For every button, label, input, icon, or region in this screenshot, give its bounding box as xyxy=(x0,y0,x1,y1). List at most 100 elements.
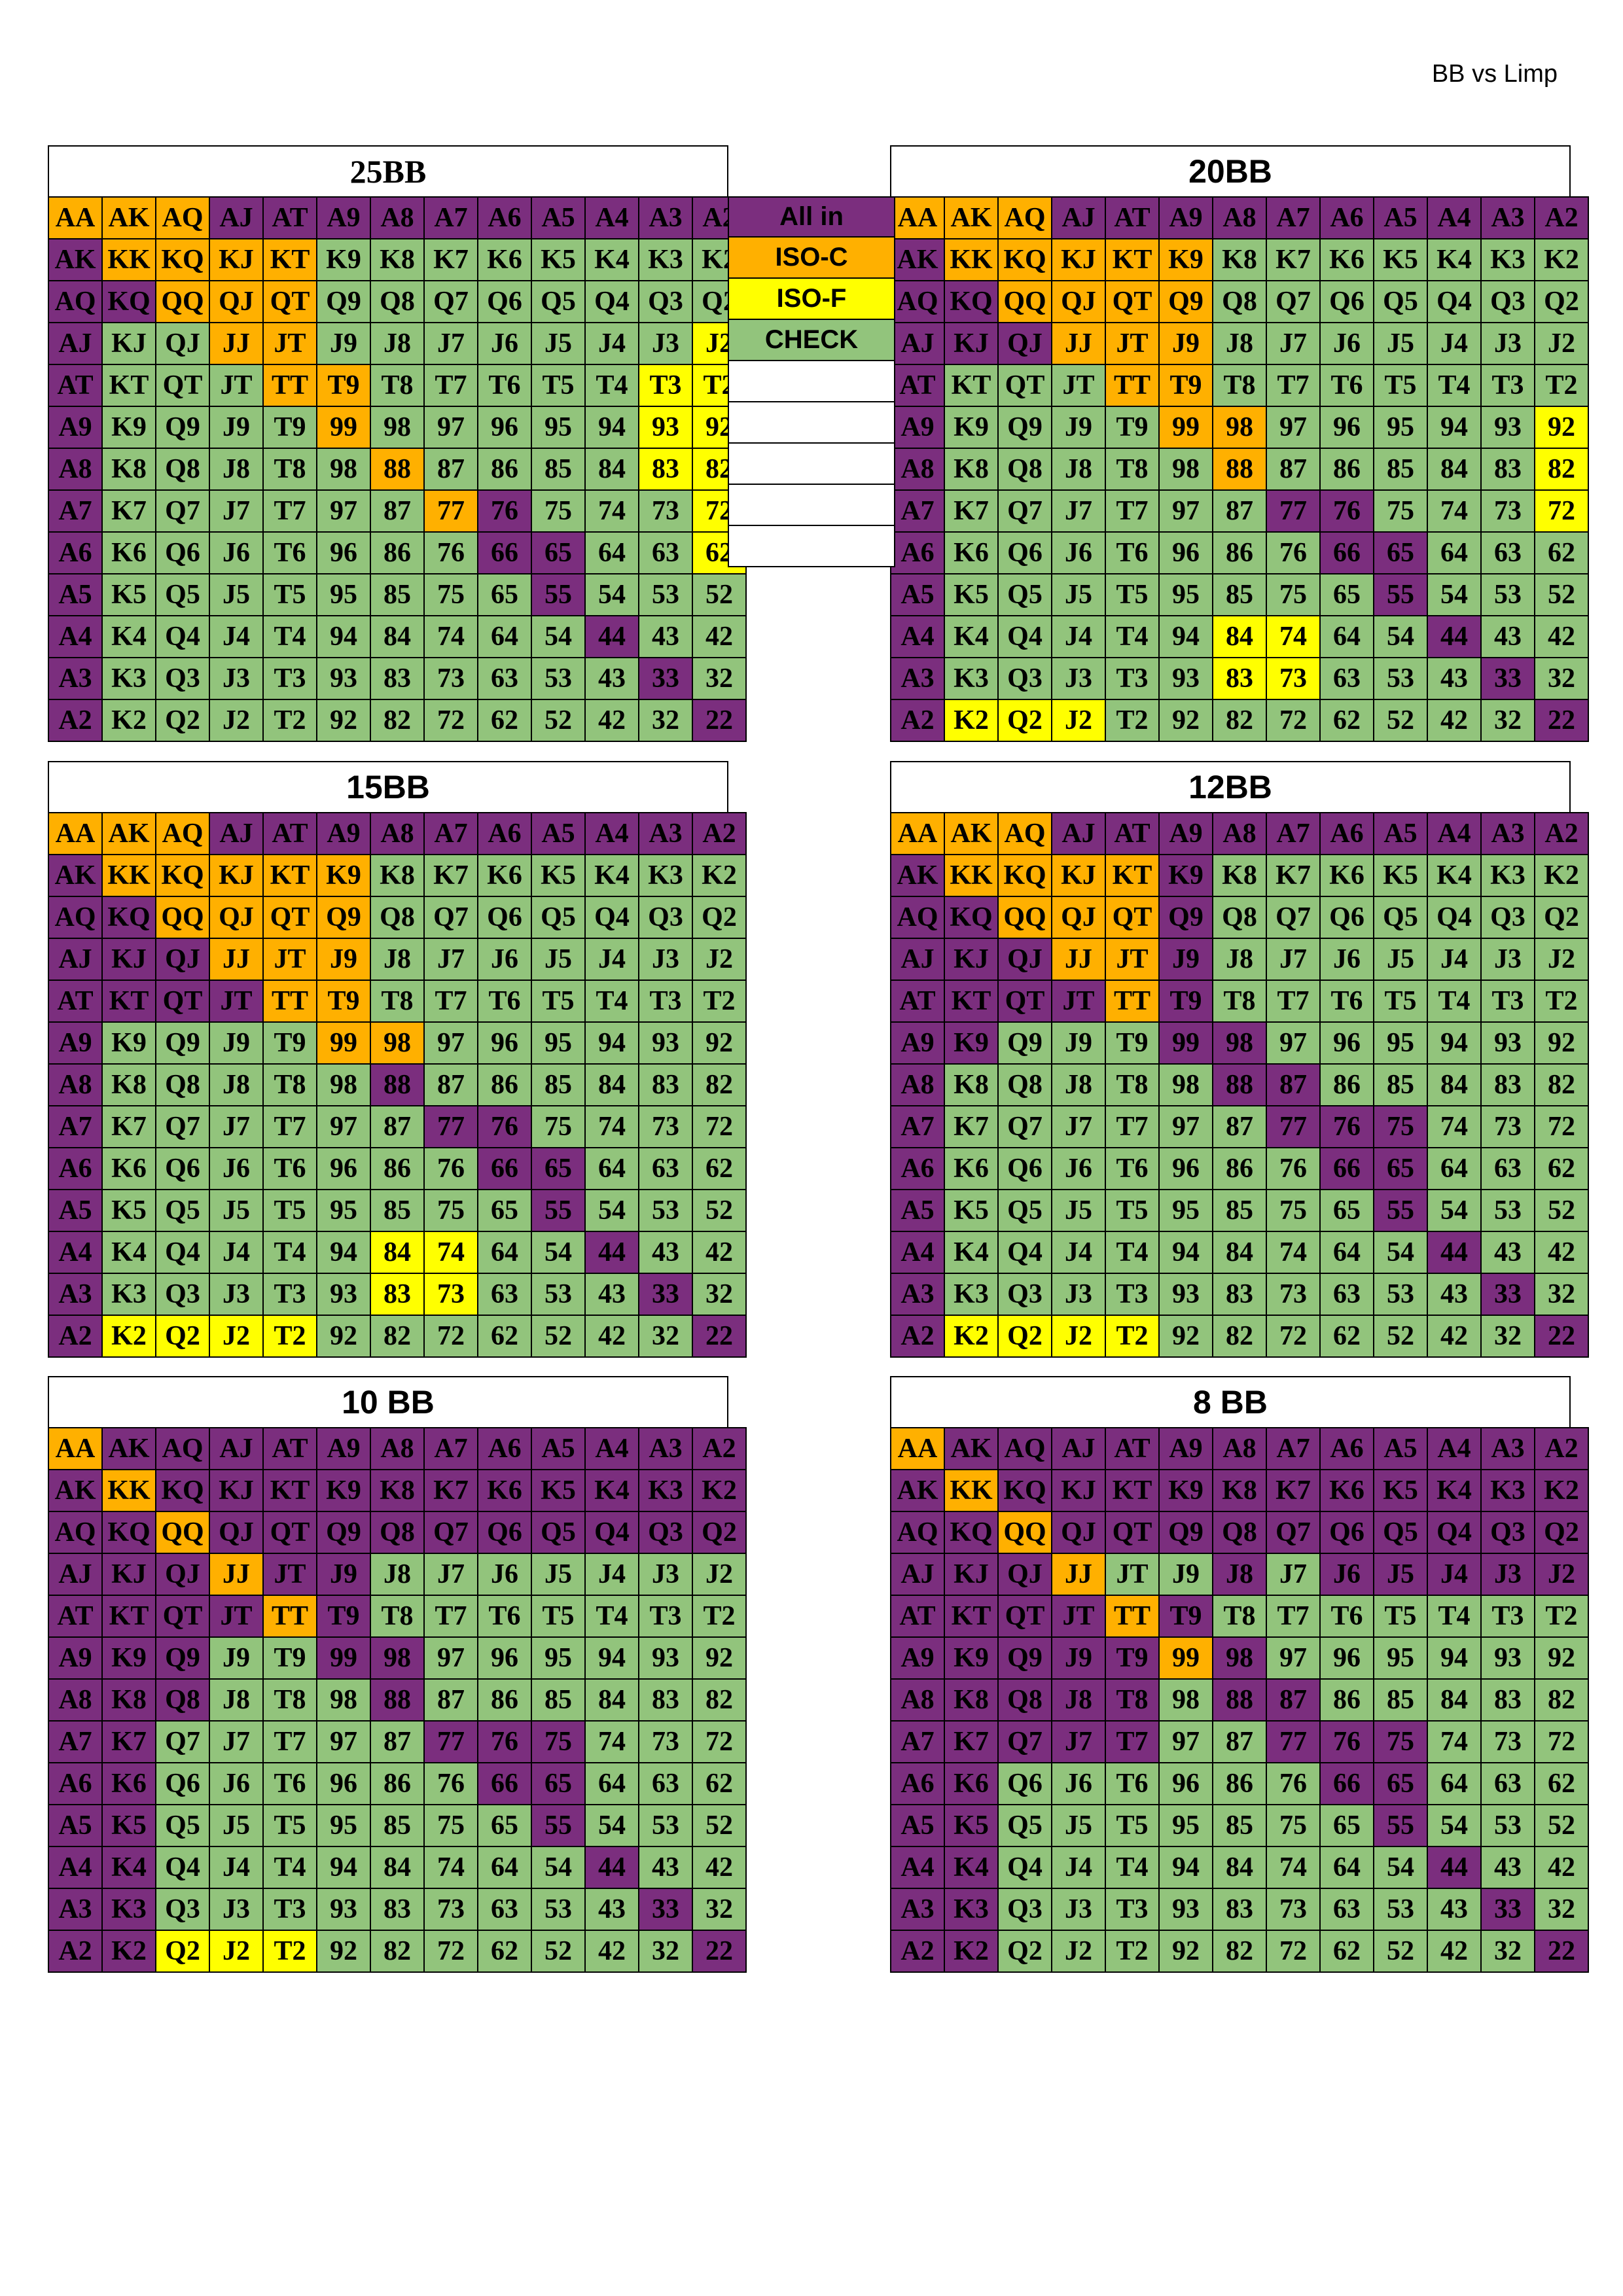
hand-cell: Q7 xyxy=(155,1720,210,1763)
hand-cell: 65 xyxy=(477,1804,532,1847)
hand-cell: Q8 xyxy=(997,1063,1052,1106)
hand-cell: KK xyxy=(101,238,156,281)
hand-grid: AA AK AQ AJ AT A9 A8 A7 A6 A5 A4 A3 A2 AK KK KQ KJ KT K9 K8… xyxy=(48,812,747,1358)
hand-cell: JT xyxy=(262,1553,317,1596)
hand-cell: Q5 xyxy=(531,896,586,939)
hand-cell: 22 xyxy=(1534,1315,1589,1358)
hand-cell: 84 xyxy=(1427,1678,1482,1722)
hand-cell: 97 xyxy=(1158,1720,1213,1763)
hand-cell: 86 xyxy=(1319,1678,1374,1722)
hand-cell: Q5 xyxy=(997,1804,1052,1847)
hand-cell: T5 xyxy=(262,1804,317,1847)
grid-row: A7 K7 Q7 J7 T7 97 87 77 76 75 74 73 72 xyxy=(48,1720,747,1763)
hand-cell: A6 xyxy=(1319,196,1374,239)
hand-cell: T4 xyxy=(584,1595,639,1638)
hand-cell: 52 xyxy=(531,1930,586,1973)
hand-cell: Q4 xyxy=(997,615,1052,658)
hand-cell: K5 xyxy=(944,1804,999,1847)
hand-cell: K5 xyxy=(101,1189,156,1232)
page-header-note: BB vs Limp xyxy=(1431,60,1558,88)
hand-cell: 62 xyxy=(1319,1930,1374,1973)
grid-row: AK KK KQ KJ KT K9 K8 K7 K6 K5 K4 K3 K2 xyxy=(890,854,1589,897)
hand-cell: JT xyxy=(1051,1595,1106,1638)
hand-cell: 76 xyxy=(477,1105,532,1148)
grid-row: AK KK KQ KJ KT K9 K8 K7 K6 K5 K4 K3 K2 xyxy=(48,854,747,897)
hand-cell: T2 xyxy=(1534,1595,1589,1638)
hand-cell: A4 xyxy=(1427,1427,1482,1470)
hand-cell: J3 xyxy=(209,1888,264,1931)
hand-cell: K5 xyxy=(944,573,999,616)
hand-cell: Q8 xyxy=(1212,896,1267,939)
hand-cell: 63 xyxy=(1319,657,1374,700)
hand-cell: 62 xyxy=(477,1930,532,1973)
hand-cell: T6 xyxy=(262,1762,317,1805)
hand-cell: 92 xyxy=(1534,406,1589,449)
hand-cell: KQ xyxy=(944,280,999,323)
hand-cell: K7 xyxy=(944,1720,999,1763)
hand-cell: J4 xyxy=(1427,1553,1482,1596)
hand-cell: K6 xyxy=(1319,238,1374,281)
hand-cell: 54 xyxy=(584,1189,639,1232)
hand-cell: 74 xyxy=(1266,615,1321,658)
hand-cell: K6 xyxy=(477,1469,532,1512)
hand-cell: A7 xyxy=(423,196,478,239)
hand-cell: J7 xyxy=(1051,1720,1106,1763)
hand-cell: AK xyxy=(48,1469,103,1512)
hand-cell: J8 xyxy=(370,322,425,365)
hand-cell: KJ xyxy=(1051,854,1106,897)
hand-cell: K8 xyxy=(101,448,156,491)
hand-cell: K3 xyxy=(944,657,999,700)
hand-cell: Q4 xyxy=(584,1511,639,1554)
hand-cell: 54 xyxy=(1373,1846,1428,1889)
hand-cell: 42 xyxy=(584,1930,639,1973)
hand-cell: AT xyxy=(1105,196,1160,239)
hand-cell: J2 xyxy=(1534,322,1589,365)
hand-cell: K4 xyxy=(944,1846,999,1889)
hand-cell: J8 xyxy=(1212,938,1267,981)
legend-item xyxy=(728,526,895,567)
hand-cell: J7 xyxy=(1051,1105,1106,1148)
hand-cell: 95 xyxy=(531,1021,586,1065)
hand-cell: 97 xyxy=(1266,1636,1321,1680)
hand-cell: T3 xyxy=(1480,364,1535,407)
hand-cell: A5 xyxy=(1373,1427,1428,1470)
hand-cell: 88 xyxy=(1212,448,1267,491)
grid-row: A3 K3 Q3 J3 T3 93 83 73 63 53 43 33 32 xyxy=(890,1888,1589,1931)
hand-cell: Q3 xyxy=(638,280,693,323)
hand-cell: J9 xyxy=(316,938,371,981)
hand-cell: Q2 xyxy=(997,1315,1052,1358)
hand-cell: KJ xyxy=(944,1553,999,1596)
hand-cell: A6 xyxy=(48,531,103,574)
hand-cell: 52 xyxy=(1373,1315,1428,1358)
grid-row: AQ KQ QQ QJ QT Q9 Q8 Q7 Q6 Q5 Q4 Q3 Q2 xyxy=(48,896,747,939)
hand-cell: J2 xyxy=(1051,699,1106,742)
hand-cell: A6 xyxy=(890,531,945,574)
hand-cell: K6 xyxy=(101,1147,156,1190)
hand-cell: KQ xyxy=(997,854,1052,897)
hand-cell: 73 xyxy=(1266,1273,1321,1316)
hand-cell: 66 xyxy=(477,1762,532,1805)
hand-cell: 73 xyxy=(1266,1888,1321,1931)
hand-cell: QJ xyxy=(1051,280,1106,323)
hand-cell: 76 xyxy=(423,1147,478,1190)
hand-cell: A3 xyxy=(1480,812,1535,855)
hand-cell: AJ xyxy=(48,1553,103,1596)
hand-cell: T2 xyxy=(1534,364,1589,407)
hand-cell: 54 xyxy=(1427,573,1482,616)
grid-row: A8 K8 Q8 J8 T8 98 88 87 86 85 84 83 82 xyxy=(48,1063,747,1106)
hand-cell: QT xyxy=(997,980,1052,1023)
hand-cell: 75 xyxy=(1266,1189,1321,1232)
hand-cell: AT xyxy=(890,1595,945,1638)
hand-cell: 96 xyxy=(1158,1762,1213,1805)
hand-cell: 63 xyxy=(1480,1147,1535,1190)
hand-cell: A4 xyxy=(48,615,103,658)
hand-cell: J6 xyxy=(477,1553,532,1596)
hand-cell: 75 xyxy=(1373,1105,1428,1148)
hand-cell: T3 xyxy=(262,1273,317,1316)
hand-cell: J2 xyxy=(209,1930,264,1973)
hand-cell: J6 xyxy=(209,531,264,574)
hand-cell: 98 xyxy=(1212,1021,1267,1065)
hand-cell: Q2 xyxy=(1534,280,1589,323)
hand-cell: J7 xyxy=(209,1720,264,1763)
hand-cell: 87 xyxy=(370,1105,425,1148)
